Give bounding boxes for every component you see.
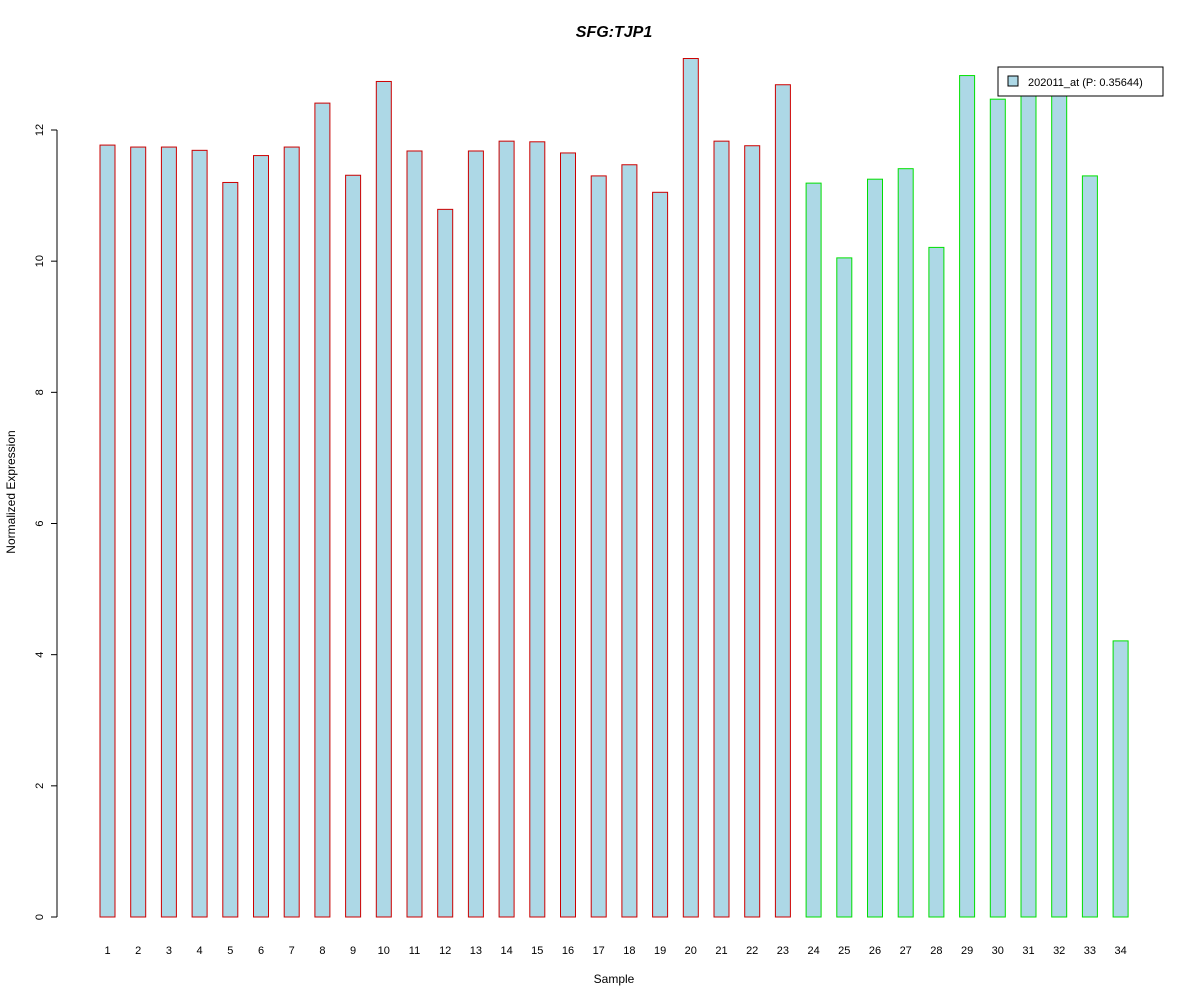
x-tick-label: 12 <box>439 945 451 957</box>
x-tick-label: 6 <box>258 945 264 957</box>
bar-sample-30 <box>989 98 1006 918</box>
x-tick-label: 25 <box>838 945 850 957</box>
x-tick-label: 19 <box>654 945 666 957</box>
x-tick-label: 29 <box>961 945 973 957</box>
x-tick-label: 16 <box>562 945 574 957</box>
x-tick-label: 30 <box>992 945 1004 957</box>
bar-sample-29 <box>959 75 976 918</box>
x-tick-label: 20 <box>685 945 697 957</box>
bar-sample-3 <box>160 146 177 918</box>
bar-sample-8 <box>314 102 331 918</box>
bar-sample-20 <box>682 58 699 918</box>
y-tick-label: 4 <box>34 652 46 658</box>
bar-sample-17 <box>590 175 607 918</box>
x-tick-label: 21 <box>715 945 727 957</box>
bar-sample-18 <box>621 164 638 918</box>
bar-sample-31 <box>1020 93 1037 918</box>
x-tick-label: 28 <box>930 945 942 957</box>
bar-sample-33 <box>1081 175 1098 918</box>
bars-group <box>99 58 1129 918</box>
bar-sample-14 <box>498 140 515 918</box>
legend-label: 202011_at (P: 0.35644) <box>1028 77 1143 89</box>
y-tick-label: 10 <box>34 255 46 267</box>
bar-sample-27 <box>897 168 914 918</box>
bar-sample-4 <box>191 149 208 918</box>
bar-sample-25 <box>836 257 853 918</box>
x-tick-label: 33 <box>1084 945 1096 957</box>
x-tick-label: 17 <box>593 945 605 957</box>
x-tick-label: 5 <box>227 945 233 957</box>
bar-sample-9 <box>345 174 362 918</box>
bar-sample-2 <box>130 146 147 918</box>
x-tick-label: 13 <box>470 945 482 957</box>
bar-sample-26 <box>867 178 883 918</box>
bar-sample-7 <box>283 146 300 918</box>
bar-sample-1 <box>99 144 116 918</box>
x-tick-label: 4 <box>197 945 203 957</box>
x-tick-label: 8 <box>319 945 325 957</box>
legend-swatch <box>1007 75 1019 87</box>
x-tick-label: 10 <box>378 945 390 957</box>
x-tick-label: 9 <box>350 945 356 957</box>
bar-sample-6 <box>253 155 269 918</box>
legend: 202011_at (P: 0.35644) <box>997 66 1164 97</box>
bar-sample-10 <box>375 80 392 918</box>
bar-sample-21 <box>713 140 730 918</box>
y-axis-label: Normalized Expression <box>4 430 18 553</box>
x-tick-label: 1 <box>104 945 110 957</box>
bar-sample-34 <box>1112 640 1129 918</box>
legend-box <box>997 66 1164 97</box>
chart-title: SFG:TJP1 <box>576 24 653 41</box>
x-tick-label: 15 <box>531 945 543 957</box>
bar-sample-22 <box>744 145 761 918</box>
x-tick-label: 23 <box>777 945 789 957</box>
x-tick-label: 27 <box>900 945 912 957</box>
x-tick-label: 2 <box>135 945 141 957</box>
bar-sample-28 <box>928 246 945 918</box>
bar-sample-16 <box>560 152 576 918</box>
x-tick-label: 3 <box>166 945 172 957</box>
x-tick-label: 24 <box>807 945 819 957</box>
bar-sample-23 <box>774 84 791 918</box>
x-tick-label: 32 <box>1053 945 1065 957</box>
x-axis-label: Sample <box>594 972 635 986</box>
bar-sample-32 <box>1051 92 1068 918</box>
bar-sample-12 <box>437 208 454 918</box>
x-tick-label: 18 <box>623 945 635 957</box>
y-tick-label: 2 <box>34 783 46 789</box>
y-tick-label: 8 <box>34 389 46 395</box>
x-tick-label: 22 <box>746 945 758 957</box>
y-tick-label: 0 <box>34 914 46 920</box>
x-tick-label: 31 <box>1022 945 1034 957</box>
bar-sample-15 <box>529 141 546 918</box>
bar-sample-19 <box>652 191 669 918</box>
x-tick-label: 14 <box>500 945 512 957</box>
x-tick-label: 7 <box>289 945 295 957</box>
x-tick-labels: 1 2 3 4 5 6 7 8 9 10 11 12 13 14 15 16 17 18 19 20 21 22 23 24 2… <box>104 945 1126 957</box>
y-axis: 0 2 4 6 8 10 12 <box>34 124 58 920</box>
bar-sample-11 <box>406 150 423 918</box>
bar-sample-5 <box>222 181 239 918</box>
bar-sample-13 <box>467 150 484 918</box>
x-tick-label: 34 <box>1114 945 1126 957</box>
y-tick-label: 12 <box>34 124 46 136</box>
x-tick-label: 26 <box>869 945 881 957</box>
x-tick-label: 11 <box>409 945 420 957</box>
y-tick-label: 6 <box>34 520 46 526</box>
bar-sample-24 <box>805 182 822 918</box>
